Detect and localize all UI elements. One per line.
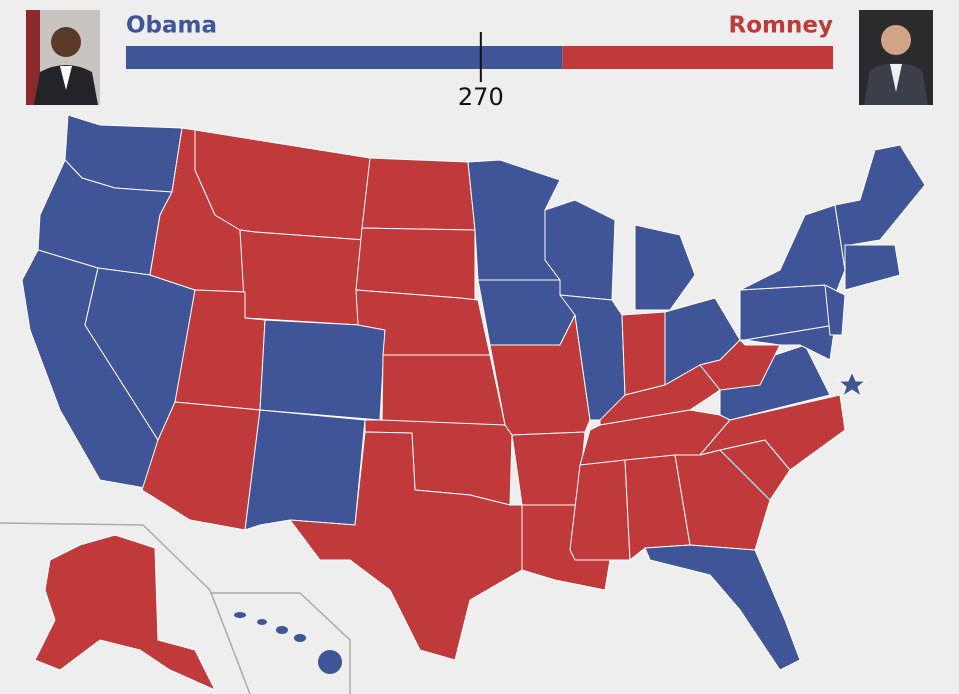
state	[824, 284, 846, 336]
inset-border	[0, 522, 251, 694]
state	[569, 459, 631, 561]
state	[244, 409, 366, 531]
right-portrait	[859, 10, 933, 105]
state	[289, 431, 523, 661]
state	[381, 354, 506, 426]
right-candidate: Romney	[729, 13, 833, 39]
state	[511, 431, 586, 506]
state	[621, 311, 666, 396]
left-portrait	[26, 10, 100, 105]
state	[234, 612, 342, 674]
state	[634, 224, 696, 311]
left-votes-bar	[126, 46, 563, 69]
state	[239, 229, 366, 326]
state	[844, 244, 901, 291]
inset-border	[210, 592, 351, 694]
state	[34, 534, 216, 691]
state	[744, 324, 836, 361]
right-votes-bar	[562, 46, 833, 69]
threshold-label: 270	[458, 83, 504, 111]
state	[259, 319, 386, 421]
state	[361, 157, 476, 231]
left-candidate: Obama	[126, 13, 217, 39]
state	[489, 314, 591, 436]
electoral-bar	[126, 32, 833, 82]
state	[699, 339, 781, 391]
state	[644, 544, 801, 671]
dc-marker	[838, 371, 866, 397]
states	[21, 114, 926, 691]
state	[355, 227, 476, 301]
state	[699, 394, 846, 471]
